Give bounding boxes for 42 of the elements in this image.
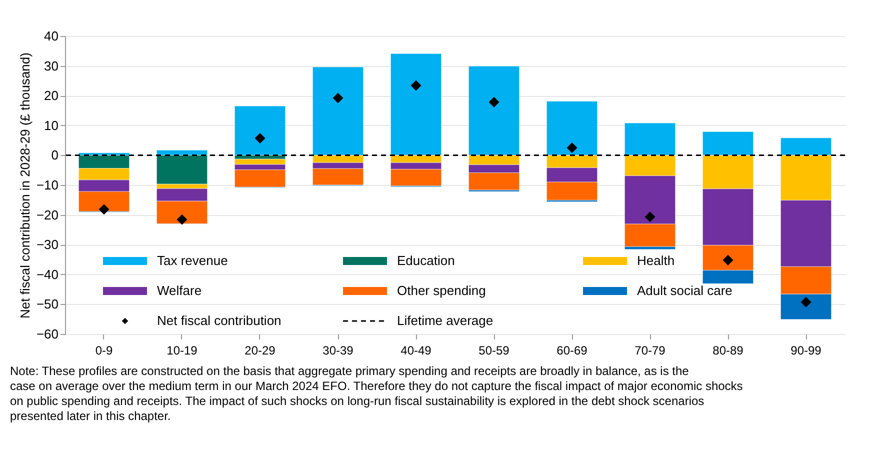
y-tick-label: 20 xyxy=(44,88,58,104)
point xyxy=(176,214,188,225)
legend-label: Lifetime average xyxy=(397,313,494,328)
point xyxy=(332,92,344,104)
point xyxy=(644,212,656,222)
y-tick-label: −40 xyxy=(36,266,58,282)
x-tick-label: 50-59 xyxy=(478,344,510,358)
x-tick-label: 0-9 xyxy=(95,344,113,358)
x-tick-label: 60-69 xyxy=(556,344,588,358)
x-tick-label: 70-79 xyxy=(634,344,666,358)
point xyxy=(410,80,422,91)
x-tick-label: 40-49 xyxy=(400,344,432,358)
legend-label: Health xyxy=(637,253,675,268)
point xyxy=(566,142,578,153)
y-tick-label: −30 xyxy=(36,237,58,252)
x-tick-label: 80-89 xyxy=(712,344,744,358)
x-tick-label: 10-19 xyxy=(166,344,198,358)
x-tick-label: 90-99 xyxy=(790,344,822,358)
point xyxy=(800,296,812,308)
y-tick-label: 30 xyxy=(44,58,58,74)
text: Note: These profiles are constructed on the basis that aggregate primary spending and receipts are broadly in balance, as is the case on average over the medium term in our March 2024 EFO. Therefore they do not capture the fiscal impact of major economic shocks on public spending and receipts. The impact of such shocks on long-run fiscal sustainability is explored in the debt shock scenarios presented later in this chapter. xyxy=(10,364,743,423)
x-tick-label: 20-29 xyxy=(244,344,276,358)
y-tick-label: −50 xyxy=(36,296,58,312)
point xyxy=(98,204,110,215)
y-tick-label: −60 xyxy=(36,326,58,342)
legend-label: Welfare xyxy=(157,283,202,298)
legend-label: Other spending xyxy=(397,283,486,298)
point xyxy=(488,96,500,108)
legend-label: Education xyxy=(397,253,455,268)
legend-label: Tax revenue xyxy=(157,253,228,268)
y-axis-title: Net fiscal contribution in 2028-29 (£ thousand) xyxy=(17,52,32,318)
bar xyxy=(234,106,286,156)
y-tick-label: −10 xyxy=(36,178,58,192)
y-tick-label: −20 xyxy=(36,207,58,222)
legend-label: Net fiscal contribution xyxy=(157,313,282,328)
y-tick-label: 0 xyxy=(51,148,58,163)
y-tick-label: 10 xyxy=(44,118,58,133)
point xyxy=(254,132,266,144)
x-tick-label: 30-39 xyxy=(322,344,354,358)
y-tick-label: 40 xyxy=(44,28,58,44)
legend-label: Adult social care xyxy=(637,283,732,298)
point xyxy=(722,254,734,266)
